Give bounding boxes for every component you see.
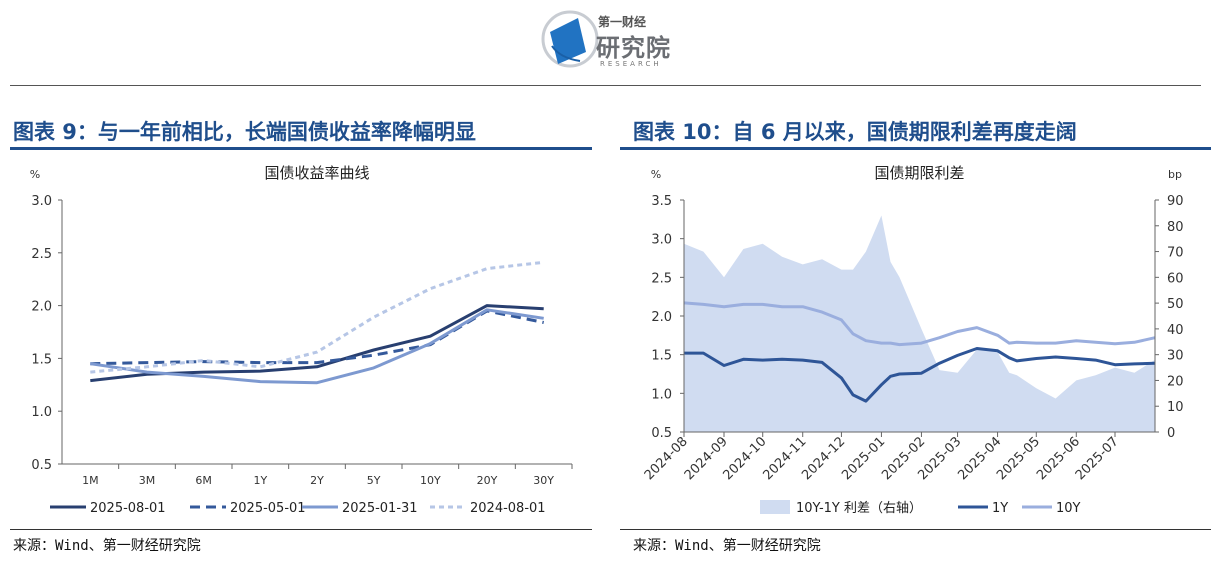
left-source-rule xyxy=(10,529,592,530)
chart-1-y-tick-label: 0.5 xyxy=(31,458,52,473)
chart-2-y-tick-label-right: 30 xyxy=(1167,349,1184,364)
right-title-rule xyxy=(620,147,1211,150)
chart-2-legend-label: 1Y xyxy=(992,501,1008,516)
chart-1-y-tick-label: 2.5 xyxy=(31,247,52,262)
chart-2-y-tick-label-left: 0.5 xyxy=(651,426,672,441)
logo-main-text: 研究院 xyxy=(596,34,671,62)
chart-1-legend-label: 2024-08-01 xyxy=(470,501,546,516)
chart-2-y-tick-label-right: 20 xyxy=(1167,374,1184,389)
chart-2-legend-label: 10Y-1Y 利差（右轴） xyxy=(796,501,922,516)
chart-2-y-tick-label-right: 80 xyxy=(1167,220,1184,235)
chart-2-title: 国债期限利差 xyxy=(874,164,964,182)
right-source: 来源：Wind、第一财经研究院 xyxy=(633,538,821,554)
chart-1-x-tick-label: 20Y xyxy=(477,474,498,487)
chart-2-series-line-1y xyxy=(684,347,1156,403)
chart-2-x-tick-label: 2025-01 xyxy=(839,434,888,483)
chart-2-x-tick-label: 2024-10 xyxy=(721,434,770,483)
right-figure-title: 图表 10：自 6 月以来，国债期限利差再度走阔 xyxy=(633,120,1077,144)
chart-2-spread-area xyxy=(684,215,1155,432)
logo-top-text: 第一财经 xyxy=(598,15,647,29)
right-source-rule xyxy=(620,529,1211,530)
chart-1-y-tick-label: 1.0 xyxy=(31,405,52,420)
chart-1-legend-label: 2025-01-31 xyxy=(342,501,418,516)
chart-2-y-tick-label-right: 70 xyxy=(1167,246,1184,261)
chart-2-y-tick-label-right: 90 xyxy=(1167,194,1184,209)
chart-2-y-tick-label-right: 50 xyxy=(1167,297,1184,312)
chart-2-legend-swatch-area xyxy=(760,500,790,514)
chart-2-x-tick-label: 2025-05 xyxy=(994,434,1043,483)
chart-2-y-tick-label-left: 3.5 xyxy=(651,194,672,209)
chart-1-y-unit: % xyxy=(30,168,40,181)
chart-2-y-unit-right: bp xyxy=(1168,168,1182,181)
chart-1-legend-label: 2025-08-01 xyxy=(90,501,166,516)
left-source: 来源：Wind、第一财经研究院 xyxy=(13,538,201,554)
chart-2-y-tick-label-left: 3.0 xyxy=(651,233,672,248)
chart-1-x-tick-label: 5Y xyxy=(367,474,381,487)
chart-1-x-tick-label: 2Y xyxy=(310,474,324,487)
chart-1-x-tick-label: 10Y xyxy=(420,474,441,487)
chart-1-x-tick-label: 3M xyxy=(139,474,156,487)
chart-1-legend-label: 2025-05-01 xyxy=(230,501,306,516)
chart-2-y-tick-label-left: 1.5 xyxy=(651,349,672,364)
chart-2-y-tick-label-right: 0 xyxy=(1167,426,1175,441)
chart-1-y-tick-label: 1.5 xyxy=(31,352,52,367)
chart-2-legend-label: 10Y xyxy=(1056,501,1081,516)
chart-2-y-tick-label-right: 10 xyxy=(1167,400,1184,415)
chart-2-y-unit-left: % xyxy=(651,168,661,181)
logo-mark-icon xyxy=(541,10,599,68)
chart-2-y-tick-label-left: 1.0 xyxy=(651,387,672,402)
chart-1-series-line-3 xyxy=(90,260,544,374)
logo-sub-text: RESEARCH xyxy=(600,60,662,68)
chart-2-x-tick-label: 2024-12 xyxy=(799,434,848,483)
chart-1-x-tick-label: 1M xyxy=(82,474,99,487)
chart-1-title: 国债收益率曲线 xyxy=(264,164,369,182)
chart-2-y-tick-label-left: 2.5 xyxy=(651,271,672,286)
chart-2-x-tick-label: 2025-07 xyxy=(1073,434,1122,483)
chart-1-series-line-1 xyxy=(90,309,545,366)
chart-1-x-tick-label: 30Y xyxy=(533,474,554,487)
chart-1-y-tick-label: 2.0 xyxy=(31,300,52,315)
chart-1-x-tick-label: 6M xyxy=(195,474,212,487)
chart-2-series-line-10y xyxy=(683,301,1156,347)
chart-2-y-tick-label-right: 60 xyxy=(1167,271,1184,286)
logo: 第一财经 研究院 RESEARCH xyxy=(540,6,690,72)
left-figure-title: 图表 9：与一年前相比，长端国债收益率降幅明显 xyxy=(13,120,476,144)
chart-1-x-tick-label: 1Y xyxy=(253,474,267,487)
chart-1-y-tick-label: 3.0 xyxy=(31,194,52,209)
chart-1-series-line-2 xyxy=(90,308,544,385)
chart-2-y-tick-label-left: 2.0 xyxy=(651,310,672,325)
header-divider xyxy=(10,85,1201,86)
chart-2-x-tick-label: 2024-08 xyxy=(642,434,691,483)
chart-2-y-tick-label-right: 40 xyxy=(1167,323,1184,338)
left-title-rule xyxy=(10,147,592,150)
